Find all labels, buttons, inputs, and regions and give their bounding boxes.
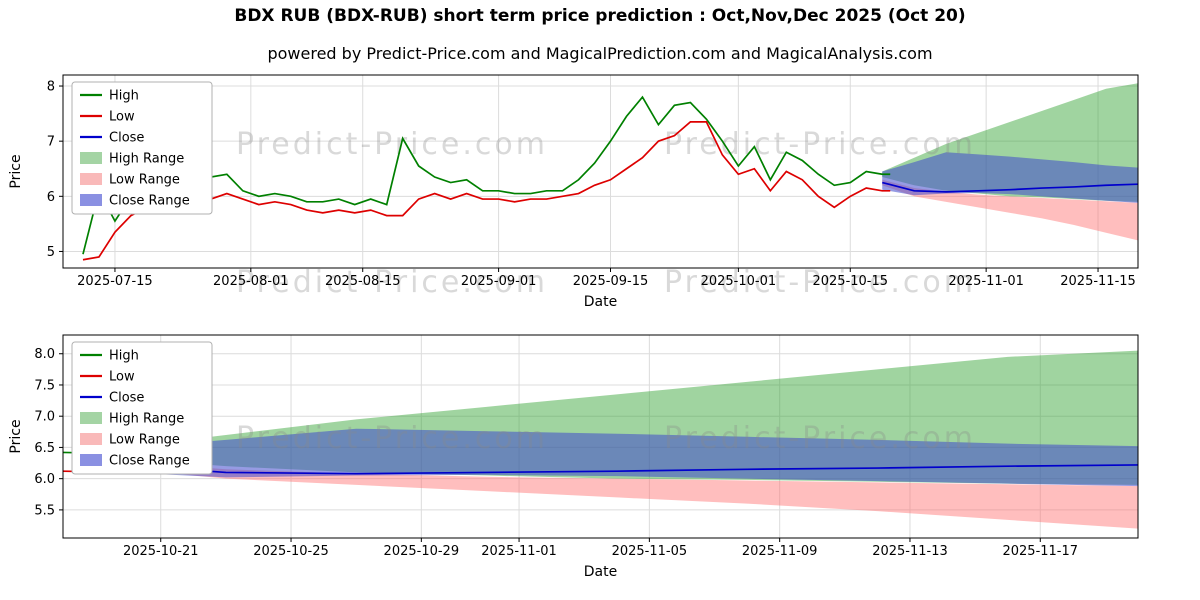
watermark: Predict-Price.com Predict-Price.com [236,421,976,456]
legend-label: High [109,349,139,364]
axes: 2025-10-21 2025-10-25 2025-10-29 2025-11-01… [34,347,1078,559]
axes: 2025-07-15 2025-08-01 2025-08-15 2025-09-01… [47,80,1136,289]
plot-border [62,74,1139,269]
x-tick-label: 2025-10-21 [123,544,199,559]
x-axis-label: Date [584,294,617,310]
high-line [82,95,891,255]
x-tick-label: 2025-10-25 [253,544,329,559]
series-lines [82,95,1139,261]
x-tick-label: 2025-11-01 [948,274,1024,289]
forecast-bands [95,350,1138,529]
x-axis-label: Date [584,564,617,580]
close-range-band [882,152,1138,203]
legend-label: Close [109,391,144,406]
plot-border [62,334,1139,539]
x-tick-label: 2025-11-15 [1060,274,1136,289]
legend-label: Close Range [109,454,190,469]
legend-swatch-high-range [80,412,102,424]
legend: High Low Close High Range Low Range Close Ran… [71,81,213,215]
y-tick-label: 8.0 [34,347,55,362]
legend-label: Low Range [109,173,180,188]
watermark-text: Predict-Price.com [236,265,548,300]
legend-swatch-low-range [80,433,102,445]
chart-subtitle: powered by Predict-Price.com and Magical… [267,44,933,63]
x-tick-label: 2025-09-15 [573,274,649,289]
legend: High Low Close High Range Low Range Close Ran… [71,341,213,475]
close-line [882,181,1139,193]
legend-label: Low Range [109,433,180,448]
forecast-bands [882,83,1138,241]
y-tick-label: 8 [47,80,55,95]
close-range-band [95,428,1138,487]
watermark-text: Predict-Price.com [236,127,548,162]
x-tick-label: 2025-11-09 [742,544,818,559]
y-tick-label: 7 [47,135,55,150]
close-line [95,462,1139,475]
y-tick-label: 6.5 [34,441,55,456]
watermark-text: Predict-Price.com [664,421,976,456]
y-tick-label: 6 [47,190,55,205]
legend-label: High [109,89,139,104]
y-tick-label: 6.0 [34,472,55,487]
y-tick-label: 5 [47,245,55,260]
watermark-text: Predict-Price.com [236,421,548,456]
legend-label: Close Range [109,194,190,209]
price-history-chart: Predict-Price.com Predict-Price.com Predic… [8,74,1139,310]
legend-swatch-high-range [80,152,102,164]
legend-label: Low [109,370,135,385]
x-tick-label: 2025-11-01 [481,544,557,559]
watermark-text: Predict-Price.com [664,265,976,300]
x-tick-label: 2025-07-15 [77,274,153,289]
x-tick-label: 2025-11-05 [612,544,688,559]
x-tick-label: 2025-08-01 [213,274,289,289]
y-tick-label: 7.0 [34,410,55,425]
x-tick-label: 2025-11-17 [1002,544,1078,559]
y-tick-label: 7.5 [34,378,55,393]
x-tick-label: 2025-10-01 [701,274,777,289]
x-tick-label: 2025-10-29 [384,544,460,559]
legend-swatch-low-range [80,173,102,185]
legend-label: High Range [109,412,184,427]
x-tick-label: 2025-10-15 [812,274,888,289]
forecast-zoom-chart: Predict-Price.com Predict-Price.com2025-1… [8,334,1139,580]
low-range-band [95,459,1138,529]
x-tick-label: 2025-09-01 [461,274,537,289]
y-axis-label: Price [8,419,24,453]
chart-title: BDX RUB (BDX-RUB) short term price predi… [234,6,966,26]
x-tick-label: 2025-11-13 [872,544,948,559]
y-tick-label: 5.5 [34,503,55,518]
legend-label: High Range [109,152,184,167]
x-tick-label: 2025-08-15 [325,274,401,289]
legend-swatch-close-range [80,454,102,466]
legend-label: Low [109,110,135,125]
low-line [82,121,891,261]
legend-swatch-close-range [80,194,102,206]
y-axis-label: Price [8,154,24,188]
low-range-band [882,179,1138,241]
legend-label: Close [109,131,144,146]
grid [63,75,1138,268]
